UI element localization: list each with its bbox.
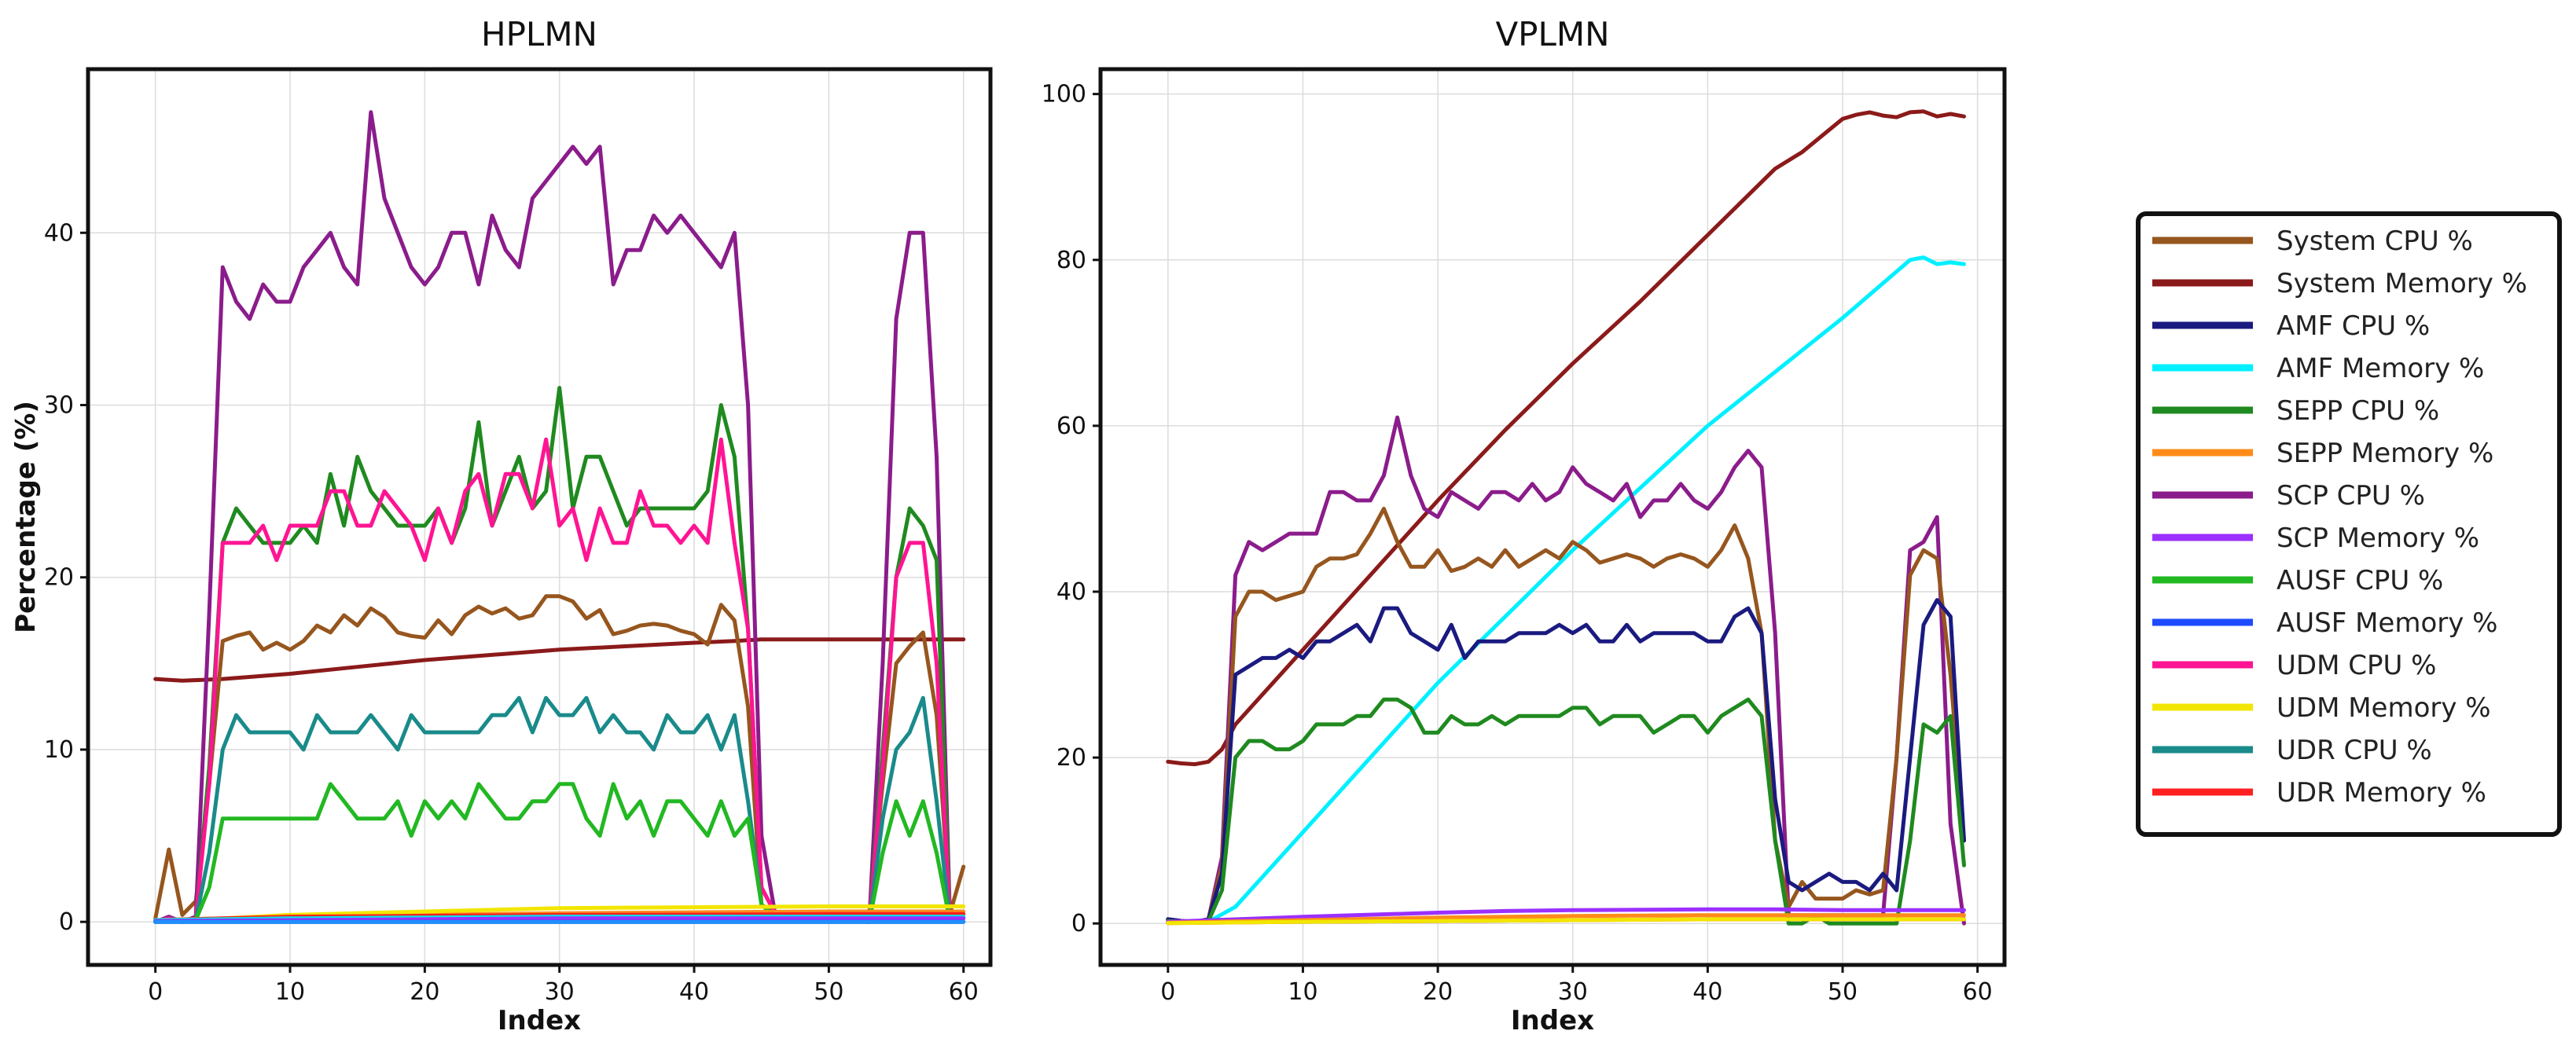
- legend-label-scp-cpu: SCP CPU %: [2277, 480, 2425, 512]
- hplmn-x-tick-label: 50: [814, 978, 843, 1006]
- hplmn-series-system-memory: [153, 637, 966, 683]
- legend-label-udm-cpu: UDM CPU %: [2277, 650, 2436, 681]
- vplmn-x-tick-label: 20: [1423, 978, 1453, 1006]
- hplmn-x-tick-label: 10: [275, 978, 305, 1006]
- hplmn-y-tick-label: 10: [44, 736, 74, 764]
- hplmn-title: HPLMN: [481, 15, 597, 53]
- legend-label-system-memory: System Memory %: [2277, 268, 2527, 299]
- legend-label-udr-cpu: UDR CPU %: [2277, 735, 2432, 766]
- hplmn-y-axis-label: Percentage (%): [10, 401, 42, 633]
- legend-label-udr-memory: UDR Memory %: [2277, 777, 2486, 809]
- hplmn-chart: HPLMN 0 10 20 30 40 50 60 0 10 20 30 40 Index Percenta…: [10, 15, 993, 1036]
- vplmn-x-tick-label: 50: [1828, 978, 1858, 1006]
- vplmn-y-tick-label: 80: [1056, 247, 1086, 274]
- hplmn-x-tick-label: 40: [679, 978, 709, 1006]
- legend-label-amf-cpu: AMF CPU %: [2277, 310, 2430, 342]
- vplmn-y-tick-label: 40: [1056, 578, 1086, 606]
- vplmn-series-udm-memory: [1166, 917, 1966, 926]
- vplmn-series-amf-cpu: [1166, 598, 1966, 924]
- legend-label-udm-memory: UDM Memory %: [2277, 692, 2491, 724]
- vplmn-series-sepp-cpu: [1166, 697, 1966, 926]
- vplmn-x-tick-label: 40: [1692, 978, 1722, 1006]
- hplmn-y-tick-label: 30: [44, 392, 74, 420]
- hplmn-x-axis-label: Index: [498, 1005, 581, 1036]
- hplmn-x-tick-label: 20: [410, 978, 439, 1006]
- hplmn-series-scp-cpu: [153, 110, 953, 924]
- vplmn-y-tick-label: 0: [1071, 910, 1086, 937]
- legend-label-sepp-cpu: SEPP CPU %: [2277, 395, 2439, 427]
- vplmn-y-tick-label: 60: [1056, 413, 1086, 440]
- vplmn-title: VPLMN: [1495, 15, 1609, 53]
- hplmn-y-tick-label: 0: [59, 908, 74, 936]
- legend-label-sepp-memory: SEPP Memory %: [2277, 438, 2493, 469]
- hplmn-x-tick-label: 30: [545, 978, 575, 1006]
- legend-label-scp-memory: SCP Memory %: [2277, 523, 2479, 554]
- legend-label-system-cpu: System CPU %: [2277, 226, 2473, 257]
- vplmn-x-tick-label: 60: [1963, 978, 1993, 1006]
- hplmn-y-tick-label: 20: [44, 564, 74, 592]
- legend-label-amf-memory: AMF Memory %: [2277, 353, 2484, 384]
- hplmn-x-tick-label: 60: [949, 978, 979, 1006]
- vplmn-series-scp-cpu: [1166, 415, 1966, 926]
- vplmn-series-system-cpu: [1166, 506, 1966, 924]
- vplmn-series-system-memory: [1166, 109, 1966, 767]
- hplmn-series-udm-cpu: [153, 437, 953, 924]
- vplmn-y-tick-label: 100: [1042, 81, 1086, 108]
- hplmn-x-tick-label: 0: [148, 978, 163, 1006]
- hplmn-y-tick-label: 40: [44, 219, 74, 247]
- vplmn-chart: VPLMN 0 10 20 30 40 50 60 0 20 40 60 80 100 Index: [1042, 15, 2007, 1036]
- vplmn-x-tick-label: 0: [1160, 978, 1175, 1006]
- legend-label-ausf-cpu: AUSF CPU %: [2277, 565, 2443, 596]
- vplmn-series-amf-memory: [1166, 255, 1966, 924]
- vplmn-x-tick-label: 30: [1558, 978, 1588, 1006]
- vplmn-series-scp-memory: [1166, 907, 1966, 924]
- vplmn-y-tick-label: 20: [1056, 744, 1086, 772]
- vplmn-x-tick-label: 10: [1288, 978, 1317, 1006]
- vplmn-plot-frame: [1098, 67, 2007, 967]
- legend-label-ausf-memory: AUSF Memory %: [2277, 607, 2497, 639]
- vplmn-x-axis-label: Index: [1511, 1005, 1594, 1036]
- chart-legend: System CPU % System Memory % AMF CPU % AMF …: [2136, 211, 2562, 837]
- hplmn-plot-frame: [86, 67, 993, 967]
- hplmn-series-udr-cpu: [153, 695, 953, 924]
- hplmn-series-ausf-cpu: [153, 782, 953, 924]
